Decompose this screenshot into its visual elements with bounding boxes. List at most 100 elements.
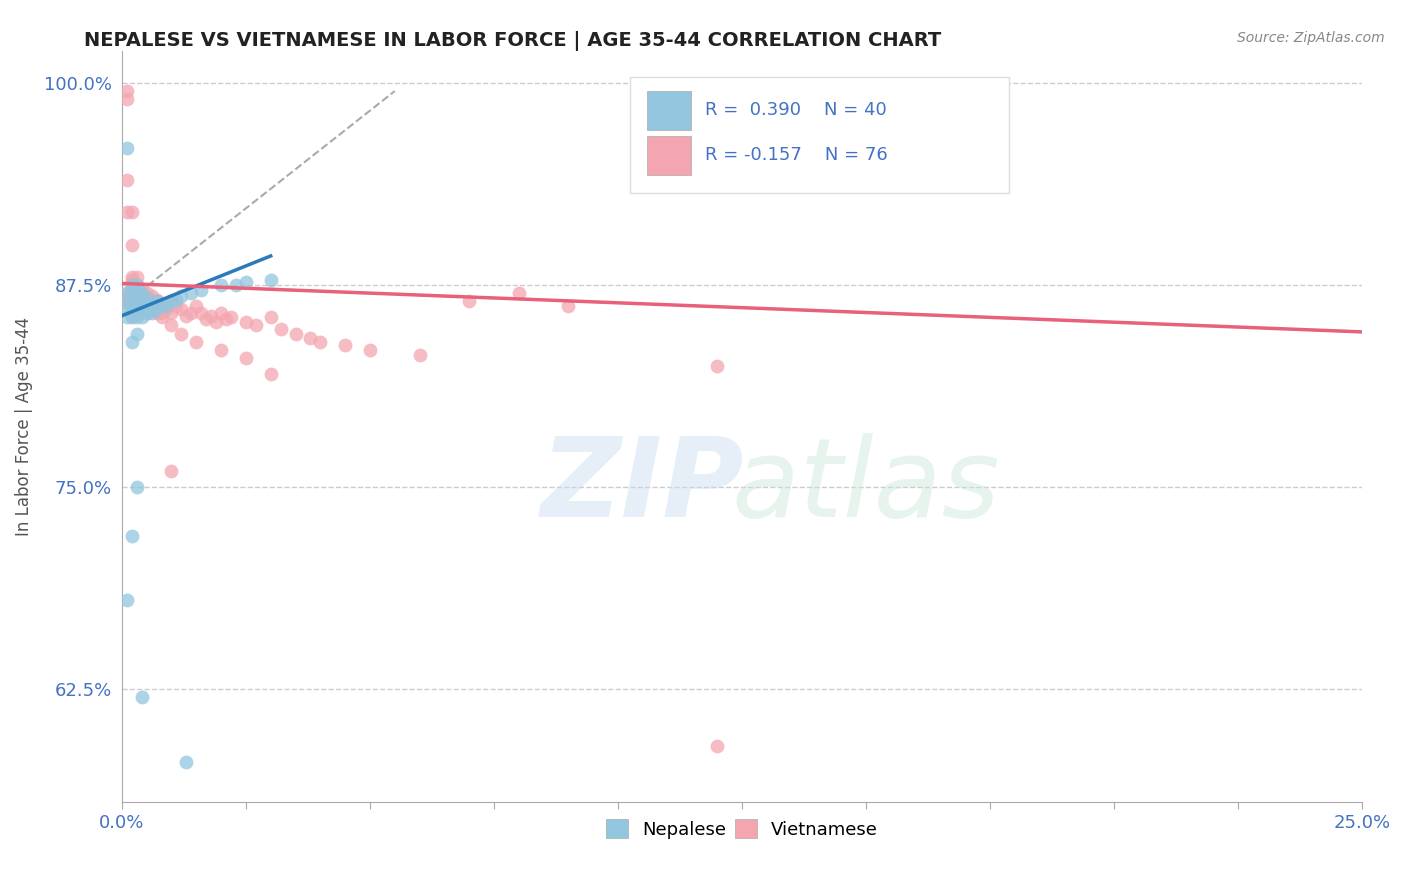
Point <box>115 141 138 155</box>
Point <box>125 286 148 301</box>
Point <box>160 318 183 333</box>
Point <box>260 310 283 325</box>
Point <box>121 297 143 311</box>
Point <box>115 593 138 607</box>
Point <box>121 237 143 252</box>
Point <box>205 315 228 329</box>
Point <box>135 299 157 313</box>
Point <box>115 302 138 317</box>
FancyBboxPatch shape <box>647 136 692 175</box>
Point <box>359 343 381 357</box>
Text: NEPALESE VS VIETNAMESE IN LABOR FORCE | AGE 35-44 CORRELATION CHART: NEPALESE VS VIETNAMESE IN LABOR FORCE | … <box>84 31 942 51</box>
Point <box>141 295 163 310</box>
Point <box>135 291 157 305</box>
Text: atlas: atlas <box>733 434 1001 540</box>
Point <box>160 294 183 309</box>
Point <box>508 286 530 301</box>
Point <box>115 205 138 219</box>
Point <box>209 278 232 293</box>
Point <box>180 286 202 301</box>
Point <box>121 286 143 301</box>
Point <box>176 755 198 769</box>
Point <box>121 291 143 305</box>
Point <box>125 269 148 284</box>
Point <box>160 294 183 309</box>
Point <box>299 331 322 345</box>
Point <box>115 173 138 187</box>
Point <box>150 297 173 311</box>
Point <box>135 299 157 313</box>
Point <box>135 286 157 301</box>
Point <box>155 302 177 317</box>
Point <box>121 273 143 287</box>
Point <box>131 295 153 310</box>
Point <box>165 299 187 313</box>
Point <box>115 286 138 301</box>
Point <box>145 302 167 317</box>
Point <box>160 305 183 319</box>
Point <box>131 302 153 317</box>
Point <box>121 334 143 349</box>
Point <box>186 299 208 313</box>
Point <box>145 305 167 319</box>
Point <box>115 295 138 310</box>
Point <box>209 305 232 319</box>
Point <box>121 205 143 219</box>
Point <box>125 286 148 301</box>
Point <box>200 309 222 323</box>
Point <box>260 273 283 287</box>
Point <box>131 690 153 705</box>
Point <box>333 338 356 352</box>
Point <box>270 321 292 335</box>
Point <box>190 305 212 319</box>
Point <box>121 286 143 301</box>
Point <box>145 299 167 313</box>
Point <box>145 293 167 307</box>
Point <box>195 312 218 326</box>
Point <box>309 334 332 349</box>
Point <box>176 309 198 323</box>
Point <box>115 92 138 106</box>
Point <box>235 351 257 365</box>
Point <box>125 299 148 313</box>
Point <box>131 310 153 325</box>
FancyBboxPatch shape <box>630 77 1010 194</box>
Point <box>125 326 148 341</box>
Point <box>125 310 148 325</box>
Point <box>225 278 247 293</box>
Point <box>131 302 153 317</box>
Point <box>121 283 143 297</box>
Point <box>155 299 177 313</box>
Point <box>706 739 728 753</box>
Point <box>458 294 481 309</box>
Point <box>190 283 212 297</box>
Point <box>131 289 153 303</box>
Point <box>141 305 163 319</box>
Point <box>125 299 148 313</box>
Point <box>557 299 579 313</box>
Point <box>121 528 143 542</box>
Point <box>125 293 148 307</box>
Point <box>141 302 163 317</box>
Point <box>145 294 167 309</box>
Point <box>141 302 163 317</box>
Point <box>131 283 153 297</box>
Point <box>706 359 728 373</box>
Point <box>135 305 157 319</box>
Point <box>150 310 173 325</box>
Point <box>125 278 148 293</box>
Point <box>125 305 148 319</box>
Point <box>131 293 153 307</box>
Point <box>219 310 242 325</box>
Point <box>115 310 138 325</box>
Point <box>131 294 153 309</box>
Point <box>135 305 157 319</box>
Point <box>121 310 143 325</box>
Point <box>125 480 148 494</box>
Point <box>121 302 143 317</box>
Point <box>121 269 143 284</box>
Point <box>125 286 148 301</box>
Point <box>121 302 143 317</box>
Point <box>209 343 232 357</box>
Point <box>121 278 143 293</box>
